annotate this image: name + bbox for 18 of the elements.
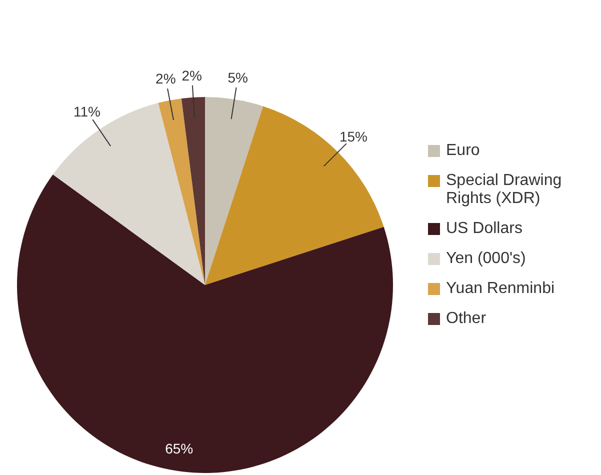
pie-slice: [158, 98, 205, 285]
legend-label: Yuan Renminbi: [446, 280, 555, 298]
data-label: 65%: [165, 440, 194, 456]
pie-slice: [52, 102, 205, 285]
data-label: 15%: [339, 128, 368, 145]
legend-label: US Dollars: [446, 220, 522, 238]
data-label: 2%: [156, 70, 176, 87]
legend-label: Yen (000's): [446, 250, 526, 268]
pie-slice: [17, 174, 393, 473]
legend-label: Euro: [446, 142, 480, 160]
legend-label: Other: [446, 310, 486, 328]
data-label: 11%: [73, 103, 100, 120]
pie-slice: [205, 106, 384, 285]
legend-label: Special Drawing Rights (XDR): [446, 172, 563, 208]
pie-slice: [181, 97, 205, 285]
pie-slice: [205, 97, 264, 285]
data-label: 2%: [182, 67, 202, 84]
data-label: 5%: [228, 70, 248, 86]
